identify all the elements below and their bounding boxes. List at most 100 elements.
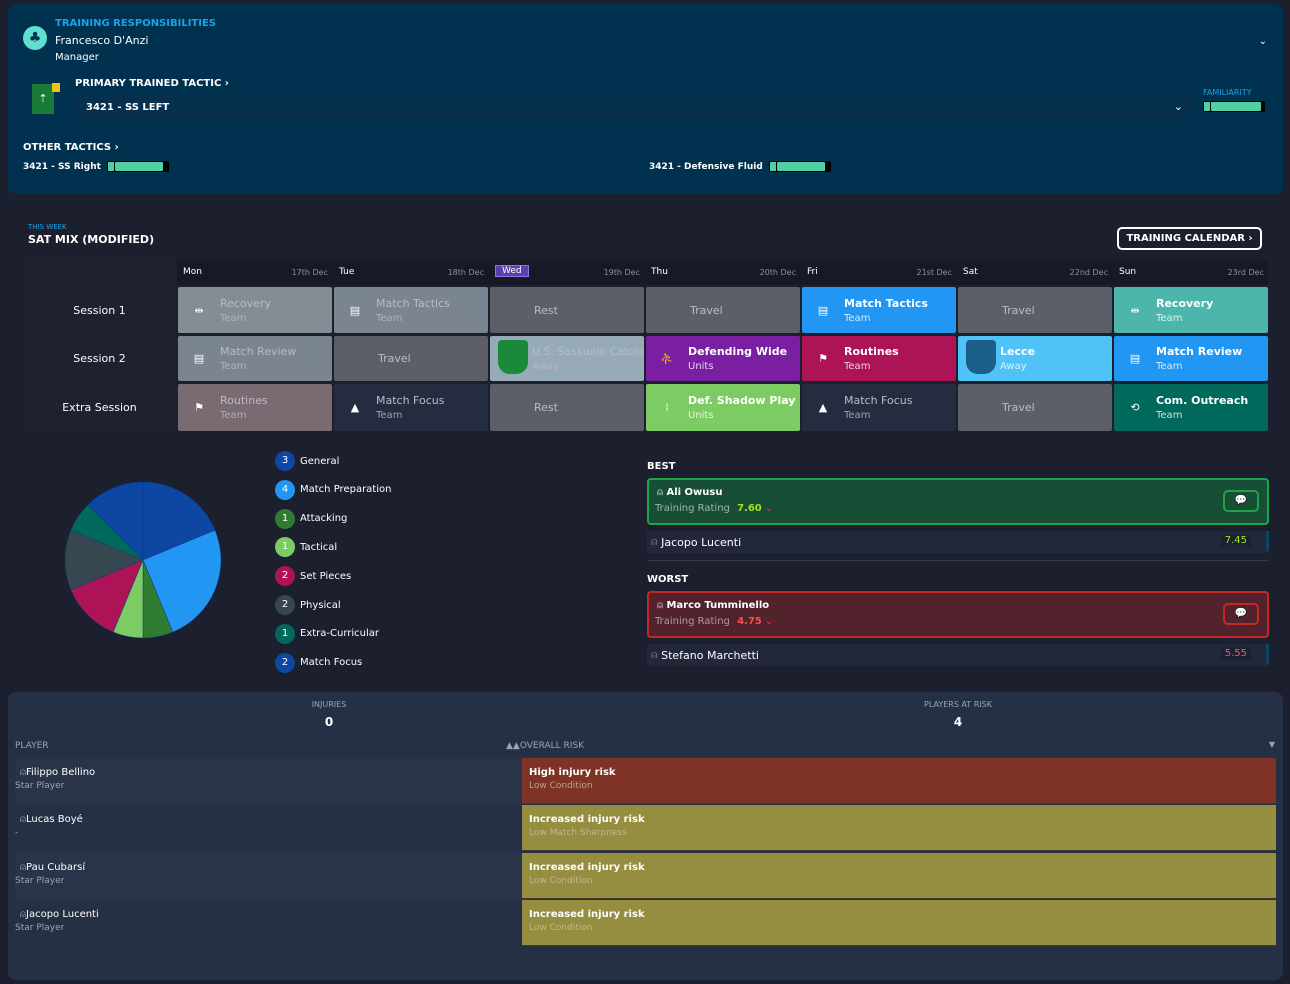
day-fri[interactable]: Fri <box>807 267 818 277</box>
sort-down-icon[interactable]: ▼ <box>1268 740 1275 749</box>
session-cell[interactable]: ▤ Match Tactics Team <box>334 287 488 333</box>
chat-bubble-button[interactable]: 💬 <box>1223 603 1259 625</box>
legend-label: Tactical <box>300 541 338 553</box>
legend-item[interactable]: 1 Extra-Curricular <box>275 623 379 644</box>
day-thu[interactable]: Thu <box>651 267 668 277</box>
session-cell[interactable]: Travel <box>958 384 1112 431</box>
rating-value: 4.75 <box>737 616 762 627</box>
session-title: Com. Outreach <box>1156 394 1249 407</box>
session-cell[interactable]: Rest <box>490 384 644 431</box>
session-subtitle: Team <box>376 410 403 421</box>
best-player-row[interactable]: ⍝ Jacopo Lucenti 7.45 <box>647 531 1269 553</box>
training-pie-chart <box>64 481 222 639</box>
session-cell[interactable]: Rest <box>490 287 644 333</box>
pie-slice-match-focus[interactable] <box>87 481 144 561</box>
player-name[interactable]: Lucas Boyé <box>26 814 83 826</box>
worst-player-card[interactable]: ⍝ Marco Tumminello Training Rating 4.75 … <box>647 591 1269 638</box>
lecce-crest-icon <box>958 340 1000 377</box>
session-cell[interactable]: ▤ Match Review Team <box>178 336 332 381</box>
legend-item[interactable]: 2 Set Pieces <box>275 566 351 587</box>
other-tactic-2[interactable]: 3421 - Defensive Fluid <box>649 161 831 172</box>
legend-item[interactable]: 2 Match Focus <box>275 652 362 673</box>
session-cell[interactable]: ⟲ Com. Outreach Team <box>1114 384 1268 431</box>
player-name[interactable]: Pau Cubarsí <box>26 861 86 873</box>
session-cell[interactable]: ▤ Match Review Team <box>1114 336 1268 381</box>
expand-chevron-icon[interactable]: ⌄ <box>1258 36 1267 47</box>
injury-risk-row[interactable]: ⍝Jacopo Lucenti Star Player Increased inju… <box>15 899 1276 946</box>
day-tue[interactable]: Tue <box>339 267 355 277</box>
day-sat[interactable]: Sat <box>963 267 978 277</box>
primary-tactic-label[interactable]: PRIMARY TRAINED TACTIC › <box>75 78 229 89</box>
legend-label: General <box>300 455 340 467</box>
primary-tactic-select[interactable]: 3421 - SS LEFT ⌄ <box>75 96 1193 121</box>
injuries-label: INJURIES <box>311 700 347 709</box>
session-subtitle: Team <box>844 361 871 372</box>
session-title: Travel <box>1002 401 1035 414</box>
trend-down-icon: ⌄ <box>764 616 774 627</box>
clipboard-icon: ▤ <box>1129 352 1141 365</box>
session-cell[interactable]: ⚑ Routines Team <box>178 384 332 431</box>
session-cell[interactable]: ⇹ Recovery Team <box>178 287 332 333</box>
session-cell[interactable]: ▲ Match Focus Team <box>334 384 488 431</box>
flag-icon: ⚑ <box>818 352 828 365</box>
session-cell[interactable]: Travel <box>958 287 1112 333</box>
session-cell[interactable]: ▲ Match Focus Team <box>802 384 956 431</box>
legend-item[interactable]: 4 Match Preparation <box>275 479 391 500</box>
injury-risk-row[interactable]: ⍝Pau Cubarsí Star Player Increased injury … <box>15 852 1276 899</box>
rating-value: 7.60 <box>737 503 762 514</box>
legend-item[interactable]: 1 Attacking <box>275 508 347 529</box>
session-cell[interactable]: ⇹ Recovery Team <box>1114 287 1268 333</box>
player-name[interactable]: Filippo Bellino <box>26 767 96 778</box>
pie-slice-physical[interactable] <box>64 529 144 591</box>
session-cell[interactable]: Travel <box>334 336 488 381</box>
session-title: U.S. Sassuolo Calcio <box>532 345 644 358</box>
other-tactics-label[interactable]: OTHER TACTICS › <box>23 142 119 153</box>
familiarity-bar <box>1203 100 1265 112</box>
legend-item[interactable]: 1 Tactical <box>275 537 338 558</box>
training-calendar-button[interactable]: TRAINING CALENDAR › <box>1117 227 1262 250</box>
calendar-header <box>22 261 1268 285</box>
divider <box>647 560 1269 561</box>
legend-item[interactable]: 2 Physical <box>275 595 341 615</box>
flag-icon: ⚑ <box>194 401 204 414</box>
other-tactic-1[interactable]: 3421 - SS Right <box>23 161 169 172</box>
injury-risk-row[interactable]: ⍝Lucas Boyé - Increased injury risk Low Mat… <box>15 805 1276 852</box>
player-name: Ali Owusu <box>666 487 723 498</box>
session-cell[interactable]: Travel <box>646 287 800 333</box>
session-title: Travel <box>1002 303 1035 317</box>
day-sun[interactable]: Sun <box>1119 267 1137 277</box>
pie-slice-general[interactable] <box>142 481 216 561</box>
worst-player-row[interactable]: ⍝ Stefano Marchetti 5.55 <box>647 644 1269 666</box>
legend-count: 3 <box>275 451 295 471</box>
person-icon: ⍝ <box>651 535 662 548</box>
person-icon: ⍝ <box>657 600 667 611</box>
day-date: 17th Dec <box>291 268 328 277</box>
player-name[interactable]: Jacopo Lucenti <box>26 908 99 920</box>
session-cell[interactable]: ⛹ Defending Wide Units <box>646 336 800 381</box>
session-subtitle: Team <box>220 361 247 372</box>
session-cell[interactable]: Lecce Away <box>958 336 1112 381</box>
rating-value: 5.55 <box>1220 647 1251 660</box>
player-name: Jacopo Lucenti <box>661 535 742 549</box>
session-title: Rest <box>534 303 558 317</box>
session-subtitle: Units <box>688 410 714 421</box>
dropdown-chevron-icon[interactable]: ⌄ <box>1173 100 1183 113</box>
session-cell[interactable]: ▤ Match Tactics Team <box>802 287 956 333</box>
column-header-overall-risk[interactable]: ▲▲OVERALL RISK <box>506 741 585 751</box>
legend-item[interactable]: 3 General <box>275 451 339 471</box>
manager-name[interactable]: Francesco D'Anzi <box>55 34 149 47</box>
pie-slice-set-pieces[interactable] <box>70 559 144 633</box>
player-name: Marco Tumminello <box>666 600 770 611</box>
person-icon: ⍝ <box>20 767 26 778</box>
player-name: Stefano Marchetti <box>661 648 759 662</box>
session-cell[interactable]: ⁞ Def. Shadow Play Units <box>646 384 800 431</box>
best-player-card[interactable]: ⍝ Ali Owusu Training Rating 7.60 ⌄ 💬 <box>647 478 1269 525</box>
injury-risk-row[interactable]: ⍝Filippo Bellino Star Player High injury r… <box>15 758 1276 804</box>
day-mon[interactable]: Mon <box>183 267 202 277</box>
chat-bubble-button[interactable]: 💬 <box>1223 490 1259 512</box>
session-cell[interactable]: U.S. Sassuolo Calcio Away <box>490 336 644 381</box>
day-wed[interactable]: Wed <box>495 265 529 277</box>
column-header-player[interactable]: PLAYER <box>15 741 49 751</box>
session-cell[interactable]: ⚑ Routines Team <box>802 336 956 381</box>
rating-label: Training Rating <box>655 503 730 514</box>
